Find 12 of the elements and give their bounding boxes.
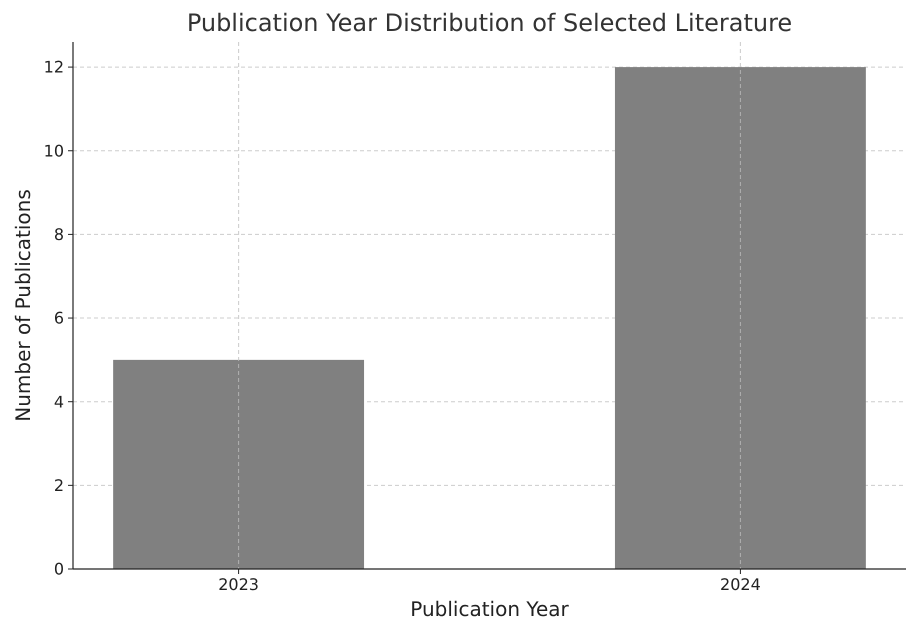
- y-tick-label: 4: [54, 392, 64, 412]
- x-axis-title: Publication Year: [410, 597, 570, 621]
- y-tick-label: 12: [44, 58, 64, 77]
- y-tick-label: 10: [44, 141, 64, 160]
- y-tick-label: 2: [54, 476, 64, 495]
- chart-title: Publication Year Distribution of Selected Literature: [186, 9, 792, 37]
- y-tick-label: 0: [54, 560, 64, 579]
- y-tick-label: 6: [54, 308, 64, 328]
- x-tick-label: 2024: [720, 575, 761, 594]
- x-tick-label: 2023: [218, 575, 259, 594]
- y-axis-title: Number of Publications: [11, 189, 35, 422]
- y-tick-label: 8: [54, 224, 64, 244]
